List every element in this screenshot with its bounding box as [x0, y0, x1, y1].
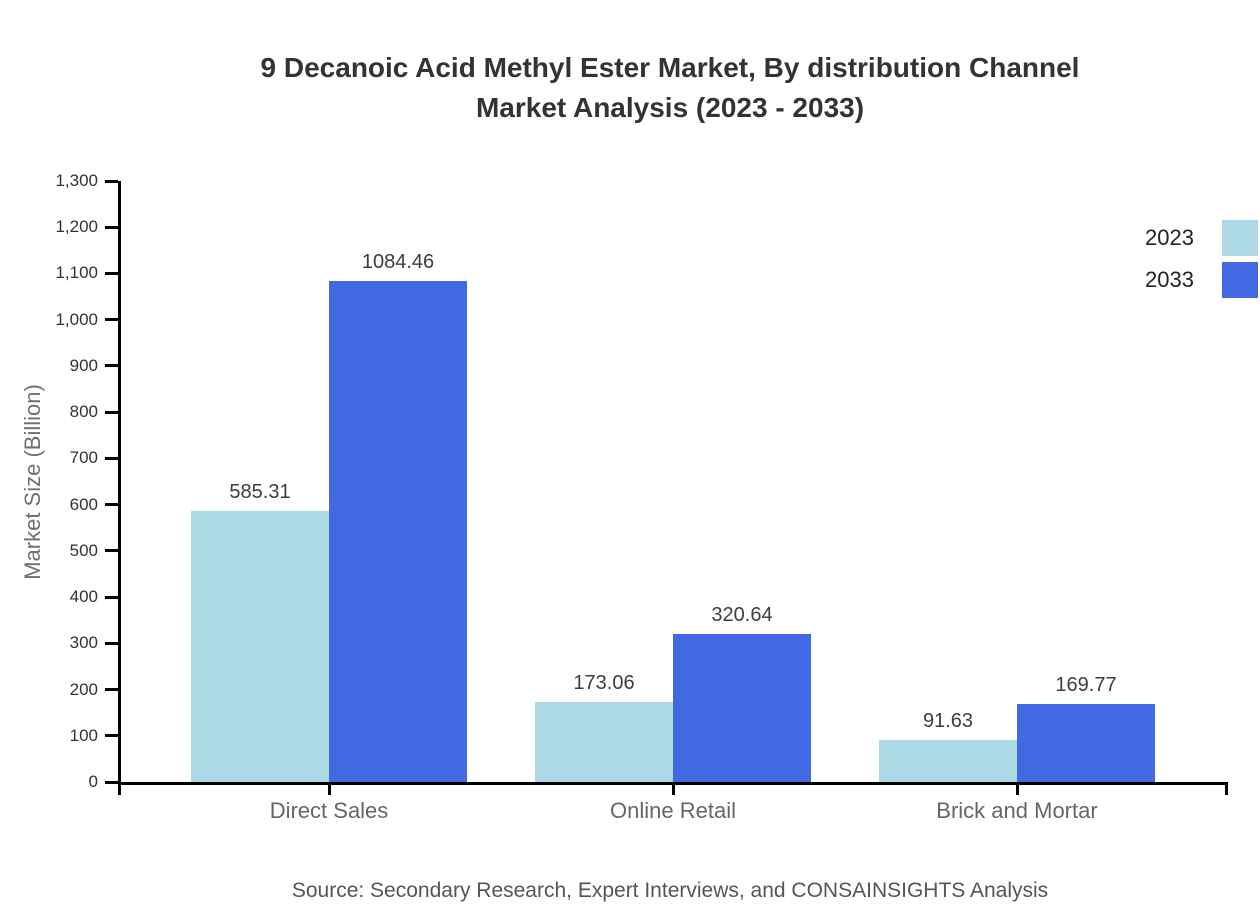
legend: 2023 2033 — [1145, 220, 1258, 304]
bar-value-label: 169.77 — [1055, 673, 1117, 696]
y-tick-label: 1,000 — [55, 309, 98, 329]
chart-title-line2: Market Analysis (2023 - 2033) — [475, 92, 865, 123]
category-label-direct-sales: Direct Sales — [269, 798, 389, 823]
chart-title-line1: 9 Decanoic Acid Methyl Ester Market, By … — [260, 52, 1080, 83]
bar-value-label: 1084.46 — [361, 250, 435, 273]
bar-2023-online-retail — [535, 702, 673, 782]
y-tick — [105, 179, 118, 183]
y-tick-label: 100 — [69, 725, 98, 745]
y-tick — [105, 595, 118, 599]
y-tick — [105, 271, 118, 275]
legend-swatch-2033 — [1222, 262, 1258, 298]
x-tick — [1015, 782, 1019, 795]
plot-area: 0 100 200 300 400 500 600 700 800 900 1,000 1,100 1,… — [55, 171, 1228, 823]
y-tick — [105, 364, 118, 368]
y-tick — [105, 456, 118, 460]
x-tick — [327, 782, 331, 795]
y-tick-label: 600 — [69, 494, 98, 514]
y-tick-label: 700 — [69, 448, 98, 468]
chart-title: 9 Decanoic Acid Methyl Ester Market, By … — [80, 48, 1260, 128]
category-label-online-retail: Online Retail — [610, 798, 736, 823]
y-tick-label: 800 — [69, 402, 98, 422]
y-tick — [105, 780, 118, 784]
bar-2033-online-retail — [673, 633, 811, 782]
legend-row-2023: 2023 — [1145, 220, 1258, 256]
category-label-brick-and-mortar: Brick and Mortar — [936, 798, 1098, 823]
y-tick — [105, 734, 118, 738]
bar-2023-brick-and-mortar — [879, 739, 1017, 782]
bar-2033-brick-and-mortar — [1017, 703, 1155, 782]
y-tick-label: 1,200 — [55, 217, 98, 237]
y-tick-label: 0 — [88, 772, 98, 791]
legend-label-2023: 2023 — [1145, 225, 1194, 250]
y-tick — [105, 318, 118, 322]
x-axis-end-tick — [1225, 782, 1228, 795]
y-tick-label: 1,300 — [55, 171, 98, 190]
y-tick-label: 500 — [69, 540, 98, 560]
y-tick-label: 200 — [69, 679, 98, 699]
bar-value-label: 91.63 — [922, 709, 974, 732]
y-tick-label: 400 — [69, 587, 98, 607]
y-tick-label: 1,100 — [55, 263, 98, 283]
y-tick — [105, 688, 118, 692]
y-tick — [105, 225, 118, 229]
bar-2033-direct-sales — [329, 280, 467, 782]
y-tick-label: 900 — [69, 355, 98, 375]
source-note: Source: Secondary Research, Expert Inter… — [291, 879, 1049, 902]
y-tick — [105, 549, 118, 553]
bar-value-label: 173.06 — [573, 672, 635, 694]
legend-swatch-2023 — [1222, 220, 1258, 256]
y-tick-label: 300 — [69, 633, 98, 653]
x-tick — [671, 782, 675, 795]
bar-2023-direct-sales — [191, 511, 329, 782]
legend-label-2033: 2033 — [1145, 267, 1194, 292]
y-tick — [105, 641, 118, 645]
x-axis-end-tick — [118, 782, 121, 795]
bar-value-label: 585.31 — [229, 481, 291, 504]
bar-value-label: 320.64 — [711, 603, 773, 626]
y-tick — [105, 410, 118, 414]
legend-row-2033: 2033 — [1145, 262, 1258, 298]
y-tick — [105, 503, 118, 507]
